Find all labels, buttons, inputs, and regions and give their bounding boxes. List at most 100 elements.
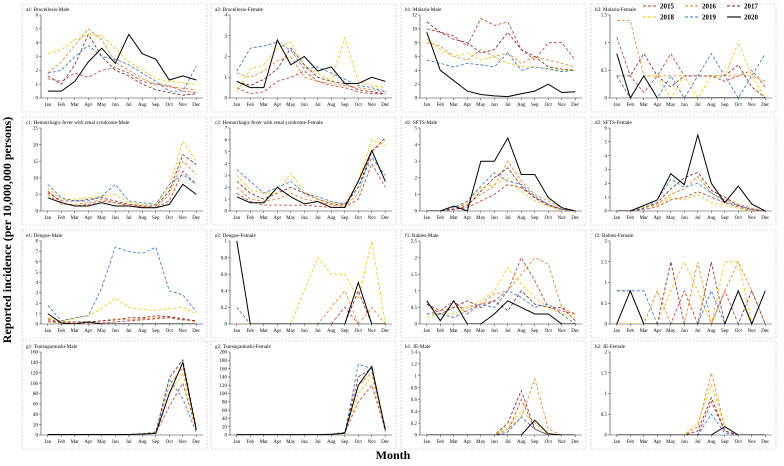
x-tick-label: Mar — [450, 103, 459, 108]
panel-frame — [590, 229, 777, 339]
series-line-c1-2019 — [47, 174, 197, 205]
series-line-h1-2020 — [426, 419, 576, 435]
series-line-d2-2016 — [616, 175, 766, 211]
y-tick-label: 120 — [31, 371, 39, 376]
x-tick-label: Apr — [463, 440, 471, 445]
x-tick-label: Nov — [178, 440, 187, 445]
series-line-c1-2017 — [47, 153, 197, 207]
x-tick-label: Jul — [505, 216, 511, 221]
y-tick-label: 0 — [36, 434, 39, 439]
x-tick-label: Jul — [505, 329, 511, 334]
x-tick-label: Feb — [627, 216, 635, 221]
x-tick-label: Jun — [301, 103, 308, 108]
x-tick-label: May — [476, 440, 486, 445]
y-tick-label: 4 — [415, 143, 418, 148]
y-tick-label: 0 — [36, 323, 39, 328]
x-tick-label: Feb — [247, 329, 255, 334]
series-line-c2-2015 — [236, 162, 386, 208]
y-tick-label: 6 — [36, 260, 39, 265]
x-tick-label: Mar — [450, 440, 459, 445]
x-tick-label: Mar — [260, 103, 269, 108]
x-tick-label: Apr — [653, 216, 661, 221]
panel-e1: e1: Dengue-Male 0 1 2 3 4 5 6 7 8 Jan Feb Mar Apr May J… — [21, 229, 208, 339]
x-tick-label: Jan — [233, 103, 240, 108]
x-tick-label: May — [97, 103, 107, 108]
series-line-g2-2019 — [236, 363, 386, 435]
x-tick-label: Oct — [735, 216, 743, 221]
panel-title-e2: e2: Dengue-Female — [215, 233, 256, 239]
series-line-h1-2017 — [426, 389, 576, 435]
x-tick-label: Sep — [152, 329, 160, 334]
x-tick-label: Nov — [178, 329, 187, 334]
panel-title-f2: f2: Rabies-Female — [595, 232, 634, 239]
x-tick-label: May — [666, 216, 676, 221]
x-tick-label: Mar — [640, 103, 649, 108]
y-tick-label: 80 — [222, 401, 228, 406]
panel-a1: a1: Brucellosis-Male 0 1 2 3 4 5 6 Jan Feb Mar Apr M… — [21, 3, 208, 113]
x-tick-label: Feb — [437, 103, 445, 108]
series-line-f1-2015 — [426, 256, 576, 315]
x-tick-label: Aug — [707, 103, 716, 108]
y-tick-label: 0.5 — [411, 306, 418, 311]
y-tick-label: 5 — [415, 127, 418, 132]
x-tick-label: Nov — [367, 216, 376, 221]
x-tick-label: Aug — [138, 440, 147, 445]
x-tick-label: Oct — [545, 103, 553, 108]
series-line-a1-2018 — [47, 33, 197, 85]
x-tick-label: Jul — [126, 440, 132, 445]
panel-title-f1: f1: Rabies-Male — [405, 232, 439, 239]
y-tick-label: 1 — [605, 41, 608, 46]
y-tick-label: 140 — [31, 361, 39, 366]
series-line-g1-2015 — [47, 382, 197, 435]
series-line-a1-2015 — [47, 67, 197, 93]
x-tick-label: Jun — [112, 103, 119, 108]
x-tick-label: Jul — [695, 440, 701, 445]
x-tick-label: May — [286, 329, 296, 334]
y-tick-label: 0.4 — [221, 290, 228, 295]
y-tick-label: 5 — [225, 150, 228, 155]
y-tick-label: 1.5 — [411, 273, 418, 278]
y-tick-label: 0 — [415, 97, 418, 102]
y-tick-label: 1 — [36, 83, 39, 88]
series-line-e2-2019 — [236, 307, 386, 324]
series-line-e2-2018 — [236, 240, 386, 324]
panel-e2: e2: Dengue-Female 0 0.2 0.4 0.6 0.8 1 Jan Feb Mar… — [210, 229, 397, 339]
x-tick-label: Jan — [233, 329, 240, 334]
x-tick-label: Oct — [545, 329, 553, 334]
x-tick-label: Jul — [126, 216, 132, 221]
panel-h1: h1: JE-Male 0 0.2 0.4 0.6 0.8 1 1.2 1.4 Jan Feb Mar… — [400, 340, 587, 450]
x-tick-label: Aug — [138, 216, 147, 221]
series-line-b1-2018 — [426, 38, 576, 71]
y-tick-label: 2 — [36, 69, 39, 74]
x-tick-label: Feb — [437, 216, 445, 221]
x-tick-label: Jan — [44, 216, 51, 221]
y-tick-label: 1 — [415, 193, 418, 198]
x-tick-label: Dec — [192, 440, 201, 445]
x-tick-label: Apr — [463, 103, 471, 108]
y-tick-label: 3 — [605, 168, 608, 173]
x-tick-label: Mar — [260, 216, 269, 221]
series-line-d2-2018 — [616, 193, 766, 211]
x-tick-label: Aug — [517, 103, 526, 108]
x-tick-label: Feb — [247, 440, 255, 445]
x-tick-label: Sep — [721, 329, 729, 334]
x-tick-label: Apr — [463, 216, 471, 221]
x-tick-label: Nov — [367, 103, 376, 108]
y-tick-label: 0 — [36, 210, 39, 215]
x-tick-label: Dec — [381, 440, 390, 445]
x-tick-label: Feb — [247, 216, 255, 221]
y-tick-label: 2 — [415, 83, 418, 88]
x-tick-label: May — [476, 103, 486, 108]
series-line-a1-2019 — [47, 44, 197, 92]
y-tick-label: 0 — [225, 434, 228, 439]
panel-f1: f1: Rabies-Male 0 0.5 1 1.5 2 2.5 Jan Feb Mar Apr M… — [400, 229, 587, 339]
x-tick-label: Jan — [44, 440, 51, 445]
y-tick-label: 4 — [605, 154, 608, 159]
panel-f2: f2: Rabies-Female 0 0.5 1 1.5 2 Jan Feb Mar Apr Ma… — [590, 229, 777, 339]
series-line-f1-2019 — [426, 290, 576, 324]
y-tick-label: 20 — [222, 425, 228, 430]
x-tick-label: Dec — [761, 440, 770, 445]
y-tick-label: 100 — [31, 382, 39, 387]
y-tick-label: 2 — [605, 240, 608, 245]
series-line-h2-2017 — [616, 396, 766, 435]
